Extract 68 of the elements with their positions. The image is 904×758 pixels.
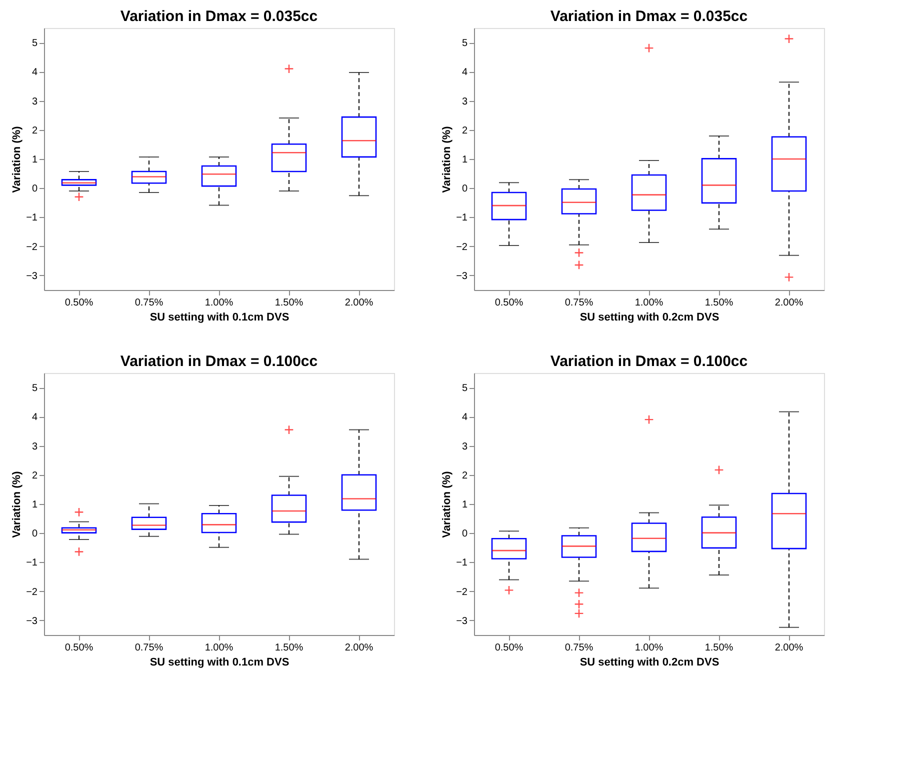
y-tick-label: 2 (462, 470, 468, 482)
x-tick-label: 0.50% (64, 298, 94, 308)
y-axis-title: Variation (%) (441, 470, 454, 538)
y-tick-label: −1 (26, 212, 38, 224)
y-axis-title: Variation (%) (441, 126, 454, 193)
y-tick-label: −2 (456, 586, 468, 598)
y-tick-label: 0 (32, 528, 38, 540)
x-tick-label: 1.50% (704, 298, 734, 308)
x-tick-label: 1.50% (704, 642, 734, 654)
x-tick-label: 0.75% (564, 642, 594, 654)
y-tick-label: 4 (462, 412, 468, 424)
y-axis-title: Variation (%) (11, 126, 24, 193)
y-tick-label: −1 (456, 212, 468, 224)
x-tick-label: 1.00% (634, 298, 664, 308)
x-tick-label: 0.50% (494, 298, 524, 308)
y-tick-label: 1 (462, 154, 468, 166)
x-tick-label: 1.00% (634, 642, 664, 654)
y-tick-label: 0 (462, 184, 468, 195)
x-tick-label: 0.50% (64, 642, 94, 654)
y-tick-label: 3 (462, 441, 468, 452)
y-tick-label: 3 (462, 96, 468, 108)
y-tick-label: 2 (32, 125, 38, 136)
x-axis-title: SU setting with 0.1cm DVS (150, 312, 290, 324)
x-tick-label: 1.00% (204, 642, 234, 654)
y-tick-label: −2 (26, 242, 38, 253)
y-tick-label: 5 (462, 383, 468, 394)
y-tick-label: 3 (32, 96, 38, 108)
y-tick-label: 1 (32, 154, 38, 166)
y-tick-label: 5 (32, 383, 38, 394)
y-tick-label: 0 (32, 184, 38, 195)
x-tick-label: 2.00% (774, 642, 804, 654)
y-tick-label: −3 (456, 270, 468, 282)
y-tick-label: 1 (462, 500, 468, 510)
y-tick-label: 0 (462, 528, 468, 540)
x-tick-label: 0.75% (564, 298, 594, 308)
y-tick-label: 5 (462, 38, 468, 50)
x-tick-label: 2.00% (344, 298, 374, 308)
x-axis-title: SU setting with 0.1cm DVS (150, 656, 290, 668)
x-axis-title: SU setting with 0.2cm DVS (580, 656, 720, 668)
y-axis-title: Variation (%) (11, 470, 24, 538)
y-tick-label: 1 (32, 500, 38, 510)
x-tick-label: 1.50% (274, 642, 304, 654)
x-tick-label: 0.75% (134, 298, 164, 308)
chart-title: Variation in Dmax = 0.100cc (550, 353, 748, 370)
y-tick-label: 4 (462, 67, 468, 78)
chart-title: Variation in Dmax = 0.035cc (550, 8, 748, 25)
y-tick-label: 4 (32, 67, 38, 78)
x-tick-label: 0.50% (494, 642, 524, 654)
y-tick-label: −2 (26, 586, 38, 598)
y-tick-label: −1 (26, 558, 38, 569)
y-tick-label: −3 (26, 616, 38, 627)
x-tick-label: 1.00% (204, 298, 234, 308)
y-tick-label: 3 (32, 441, 38, 452)
y-tick-label: −3 (26, 270, 38, 282)
y-tick-label: −3 (456, 616, 468, 627)
x-tick-label: 2.00% (774, 298, 804, 308)
y-tick-label: 2 (32, 470, 38, 482)
x-axis-title: SU setting with 0.2cm DVS (580, 312, 720, 324)
x-tick-label: 0.75% (134, 642, 164, 654)
y-tick-label: 2 (462, 125, 468, 136)
y-tick-label: −1 (456, 558, 468, 569)
chart-title: Variation in Dmax = 0.035cc (120, 8, 318, 25)
y-tick-label: 5 (32, 38, 38, 50)
y-tick-label: −2 (456, 242, 468, 253)
chart-title: Variation in Dmax = 0.100cc (120, 353, 318, 370)
x-tick-label: 1.50% (274, 298, 304, 308)
y-tick-label: 4 (32, 412, 38, 424)
x-tick-label: 2.00% (344, 642, 374, 654)
